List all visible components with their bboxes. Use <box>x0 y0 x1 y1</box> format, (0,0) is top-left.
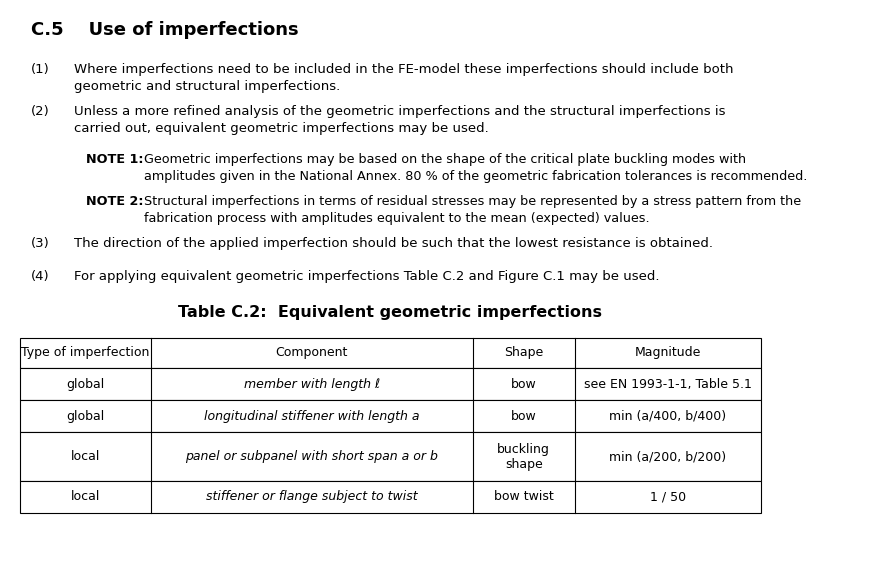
Text: bow: bow <box>511 377 536 391</box>
Text: Unless a more refined analysis of the geometric imperfections and the structural: Unless a more refined analysis of the ge… <box>74 105 726 135</box>
Text: Component: Component <box>276 346 348 359</box>
Text: NOTE 1:: NOTE 1: <box>86 153 143 166</box>
Text: Magnitude: Magnitude <box>635 346 701 359</box>
Text: The direction of the applied imperfection should be such that the lowest resista: The direction of the applied imperfectio… <box>74 237 713 250</box>
Text: global: global <box>66 410 104 423</box>
Text: Where imperfections need to be included in the FE-model these imperfections shou: Where imperfections need to be included … <box>74 63 734 93</box>
Bar <box>19 400 761 432</box>
Text: min (a/200, b/200): min (a/200, b/200) <box>609 450 727 463</box>
Text: Table C.2:  Equivalent geometric imperfections: Table C.2: Equivalent geometric imperfec… <box>178 305 603 321</box>
Text: (1): (1) <box>31 63 50 76</box>
Bar <box>19 481 761 513</box>
Text: buckling
shape: buckling shape <box>497 442 550 471</box>
Text: (2): (2) <box>31 105 50 118</box>
Text: bow: bow <box>511 410 536 423</box>
Text: (4): (4) <box>31 270 50 283</box>
Text: Structural imperfections in terms of residual stresses may be represented by a s: Structural imperfections in terms of res… <box>144 195 802 225</box>
Text: Shape: Shape <box>504 346 543 359</box>
Text: 1 / 50: 1 / 50 <box>650 490 686 503</box>
Text: Type of imperfection: Type of imperfection <box>21 346 150 359</box>
Text: stiffener or flange subject to twist: stiffener or flange subject to twist <box>206 490 418 503</box>
Bar <box>19 338 761 368</box>
Text: NOTE 2:: NOTE 2: <box>86 195 143 208</box>
Text: member with length ℓ: member with length ℓ <box>244 377 380 391</box>
Text: min (a/400, b/400): min (a/400, b/400) <box>609 410 727 423</box>
Text: Geometric imperfections may be based on the shape of the critical plate buckling: Geometric imperfections may be based on … <box>144 153 808 183</box>
Text: panel or subpanel with short span a or b: panel or subpanel with short span a or b <box>186 450 438 463</box>
Text: longitudinal stiffener with length a: longitudinal stiffener with length a <box>204 410 419 423</box>
Text: (3): (3) <box>31 237 50 250</box>
Text: For applying equivalent geometric imperfections Table C.2 and Figure C.1 may be : For applying equivalent geometric imperf… <box>74 270 659 283</box>
Text: local: local <box>71 490 100 503</box>
Text: see EN 1993-1-1, Table 5.1: see EN 1993-1-1, Table 5.1 <box>584 377 752 391</box>
Bar <box>19 432 761 481</box>
Text: bow twist: bow twist <box>494 490 554 503</box>
Text: C.5    Use of imperfections: C.5 Use of imperfections <box>31 21 299 39</box>
Text: global: global <box>66 377 104 391</box>
Bar <box>19 368 761 400</box>
Text: local: local <box>71 450 100 463</box>
